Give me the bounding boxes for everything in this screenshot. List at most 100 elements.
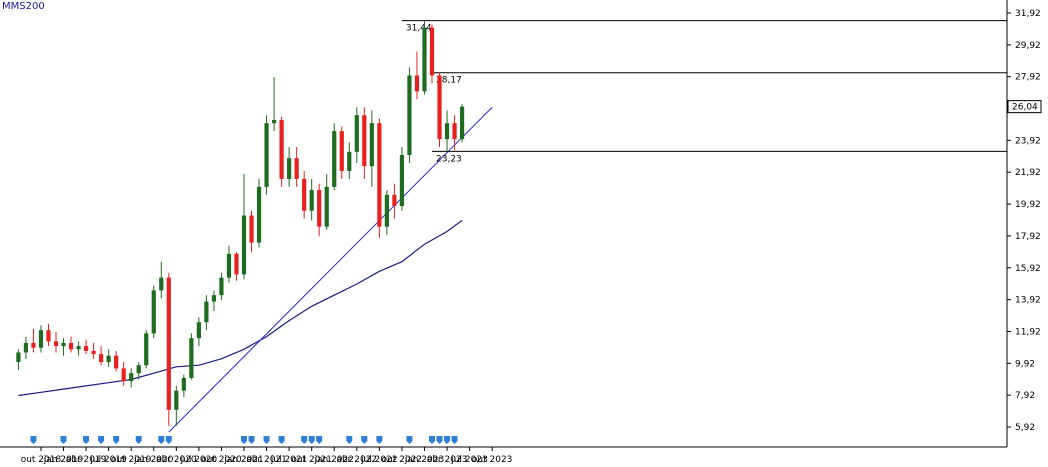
x-tick-label: jul 2019: [89, 455, 127, 465]
event-marker-icon[interactable]: [376, 436, 383, 444]
candle: [317, 183, 322, 237]
candle: [264, 115, 269, 195]
candle-body: [38, 330, 44, 348]
event-marker-icon[interactable]: [406, 436, 413, 444]
candle: [144, 330, 149, 369]
candle: [294, 147, 299, 187]
candle: [234, 252, 239, 281]
y-tick-label: 19,92: [1015, 200, 1041, 210]
candle-body: [144, 333, 149, 366]
candle-body: [384, 194, 389, 227]
candle: [422, 20, 427, 95]
candle: [392, 183, 397, 219]
candle-body: [106, 355, 111, 363]
candle: [129, 368, 134, 388]
x-tick-label: abr 2022: [336, 455, 377, 465]
candle-body: [264, 123, 269, 187]
x-tick-label: jul 2020: [180, 455, 218, 465]
candle-body: [317, 190, 322, 227]
event-marker-icon[interactable]: [444, 436, 451, 444]
candle: [181, 374, 186, 398]
candle-body: [249, 215, 254, 243]
x-tick-label: out 2022: [382, 455, 423, 465]
moving-average-layer: [18, 219, 463, 397]
event-marker-icon[interactable]: [135, 436, 142, 444]
candle-body: [362, 115, 367, 167]
candle-body: [444, 123, 450, 140]
candle: [211, 290, 217, 312]
event-marker-icon[interactable]: [98, 436, 105, 444]
candle: [362, 107, 367, 179]
event-marker-icon[interactable]: [361, 436, 368, 444]
x-tick-label: jul 2022: [360, 455, 397, 465]
candle-body: [294, 158, 299, 179]
candle: [407, 67, 412, 163]
candle-body: [114, 355, 119, 369]
candle: [287, 147, 292, 187]
candle-body: [309, 190, 314, 211]
x-tick-label: abr 2023: [427, 455, 468, 465]
event-marker-icon[interactable]: [83, 436, 90, 444]
candle: [196, 317, 201, 347]
candle: [31, 328, 36, 353]
x-tick-label: jan 2022: [313, 455, 354, 465]
event-marker-icon[interactable]: [60, 436, 67, 444]
candle: [114, 350, 119, 372]
candle-body: [189, 338, 194, 378]
event-marker-icon[interactable]: [316, 436, 323, 444]
candle-body: [23, 342, 29, 353]
candle-body: [302, 178, 307, 211]
candle: [369, 110, 374, 187]
candle: [347, 142, 352, 179]
event-marker-icon[interactable]: [248, 436, 255, 444]
candle-body: [422, 27, 427, 92]
candle-body: [354, 115, 359, 152]
event-marker-icon[interactable]: [158, 436, 165, 444]
last-price-tag: 26,04: [1007, 100, 1042, 114]
x-tick-label: jan 2019: [43, 455, 84, 465]
candle: [91, 342, 96, 359]
x-tick-label: jul 2023: [450, 455, 487, 465]
candle-body: [204, 301, 209, 323]
event-marker-icon[interactable]: [278, 436, 285, 444]
candle: [151, 285, 156, 339]
candle-body: [196, 322, 201, 339]
y-tick-label: 15,92: [1015, 264, 1041, 274]
level-label: 23,23: [436, 154, 462, 164]
candle-body: [437, 75, 442, 140]
candle-body: [271, 120, 277, 124]
candle: [302, 170, 307, 219]
y-tick-label: 29,92: [1015, 41, 1041, 51]
event-marker-icon[interactable]: [451, 436, 458, 444]
event-marker-icon[interactable]: [308, 436, 315, 444]
candle-body: [407, 75, 412, 156]
candle: [38, 325, 44, 353]
event-marker-icon[interactable]: [113, 436, 120, 444]
y-tick-label: 21,92: [1015, 168, 1041, 178]
candle: [226, 245, 232, 283]
event-marker-icon[interactable]: [436, 436, 443, 444]
event-marker-icon[interactable]: [165, 436, 172, 444]
candle-body: [159, 277, 164, 291]
candle: [414, 51, 420, 100]
event-marker-icon[interactable]: [429, 436, 435, 444]
event-marker-icon[interactable]: [263, 436, 270, 444]
level-lines-layer: 31,44 28,17 23,23: [401, 20, 1007, 164]
candle-body: [339, 131, 344, 171]
candle: [219, 272, 224, 300]
candle: [249, 210, 254, 253]
level-label: 28,17: [436, 76, 462, 86]
candle-body: [347, 151, 352, 171]
candle: [16, 349, 21, 370]
event-marker-icon[interactable]: [241, 436, 247, 444]
candle: [399, 147, 405, 211]
x-tick-label: abr 2021: [246, 455, 287, 465]
event-marker-icon[interactable]: [301, 436, 308, 444]
y-tick-label: 31,92: [1015, 9, 1041, 19]
candle-body: [414, 75, 420, 92]
event-marker-icon[interactable]: [346, 436, 353, 444]
candle: [53, 331, 59, 353]
event-marker-icon[interactable]: [30, 436, 37, 444]
